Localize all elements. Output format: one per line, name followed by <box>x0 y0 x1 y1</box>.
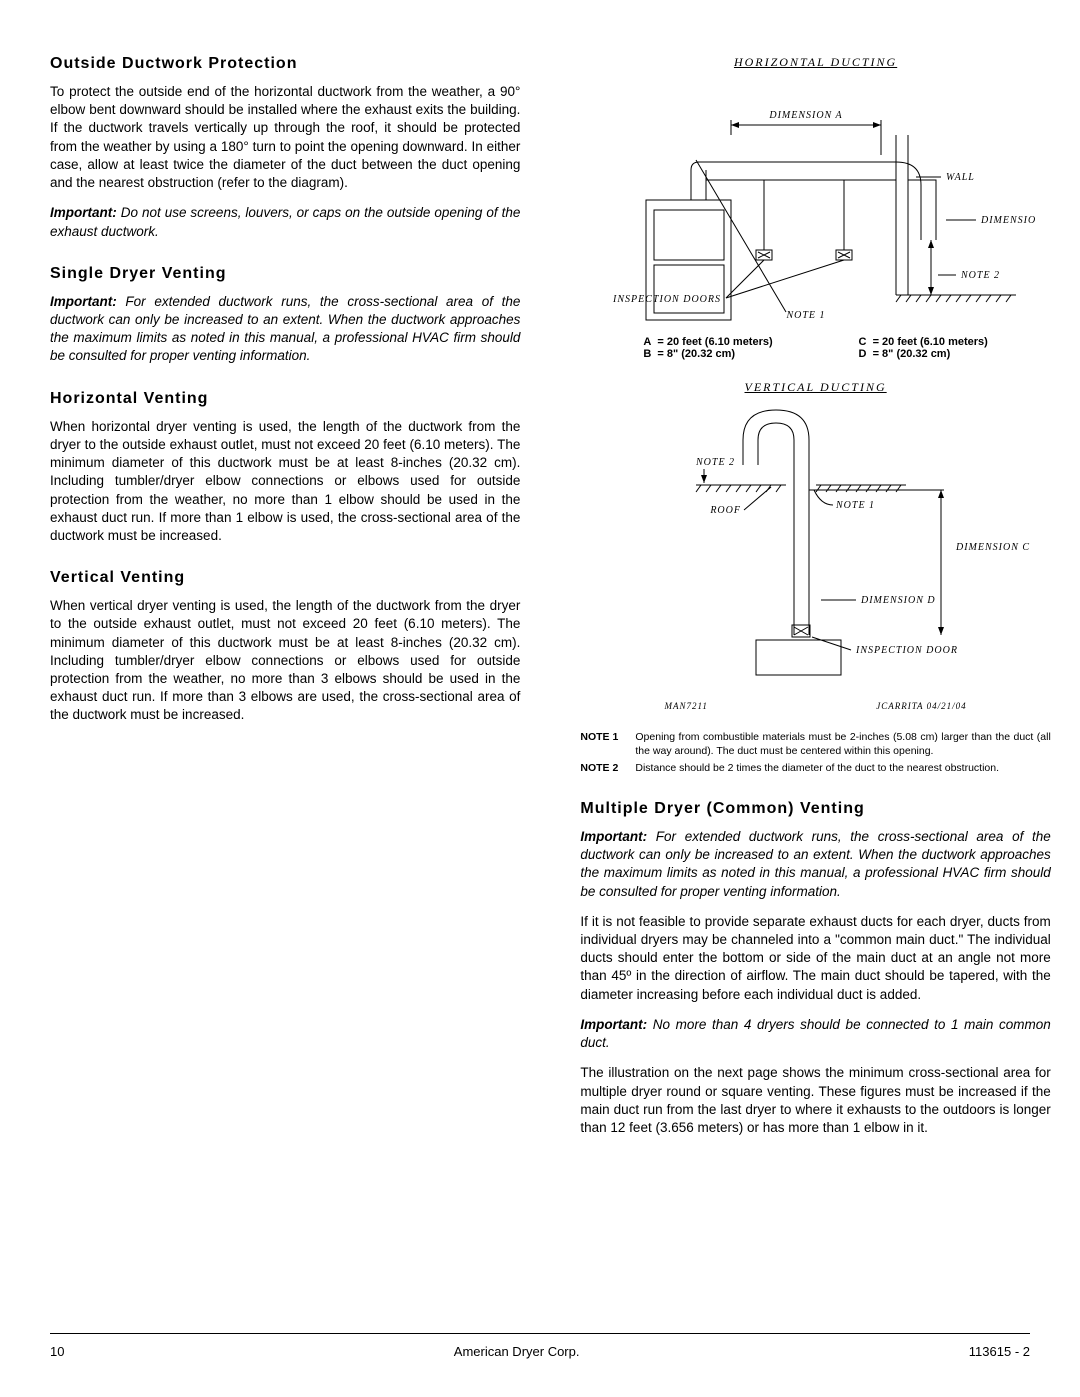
heading-multiple-dryer: Multiple Dryer (Common) Venting <box>580 800 1050 818</box>
horizontal-ducting-svg: DIMENSION A WALL DIMENSION B <box>596 80 1036 330</box>
legend-c-val: = 20 feet (6.10 meters) <box>873 336 988 348</box>
footer-company: American Dryer Corp. <box>454 1344 580 1359</box>
important-4-text: No more than 4 dryers should be connecte… <box>580 1017 1050 1050</box>
man-ref-2: JCARRITA 04/21/04 <box>876 701 966 711</box>
legend-a-val: = 20 feet (6.10 meters) <box>657 336 772 348</box>
note-1-text: Opening from combustible materials must … <box>635 731 1050 758</box>
footer-page: 10 <box>50 1344 64 1359</box>
important-1-label: Important: <box>50 205 117 220</box>
label-note2-v: NOTE 2 <box>695 457 735 468</box>
note-1: NOTE 1 Opening from combustible material… <box>580 731 1050 758</box>
important-4: Important: No more than 4 dryers should … <box>580 1016 1050 1052</box>
note-2: NOTE 2 Distance should be 2 times the di… <box>580 762 1050 776</box>
important-2-text: For extended ductwork runs, the cross-se… <box>50 294 520 364</box>
label-inspection-h: INSPECTION DOORS <box>612 294 721 305</box>
legend-d-lbl: D <box>859 348 867 360</box>
legend-c-lbl: C <box>859 336 867 348</box>
para-common-duct: If it is not feasible to provide separat… <box>580 913 1050 1004</box>
para-vertical: When vertical dryer venting is used, the… <box>50 597 520 725</box>
vertical-ducting-svg: ROOF NOTE 2 NOTE 1 <box>596 405 1036 695</box>
dimension-legend: A = 20 feet (6.10 meters) B = 8" (20.32 … <box>580 336 1050 360</box>
label-dim-c: DIMENSION C <box>955 542 1030 553</box>
diagram-horizontal: HORIZONTAL DUCTING DIMENSION A WALL <box>580 55 1050 360</box>
legend-b-lbl: B <box>643 348 651 360</box>
footer-doc: 113615 - 2 <box>969 1344 1030 1359</box>
note-2-text: Distance should be 2 times the diameter … <box>635 762 1050 776</box>
label-dim-a: DIMENSION A <box>768 110 842 121</box>
legend-b-val: = 8" (20.32 cm) <box>657 348 735 360</box>
label-note1-h: NOTE 1 <box>785 310 825 321</box>
diagram-horizontal-title: HORIZONTAL DUCTING <box>580 55 1050 70</box>
legend-d-val: = 8" (20.32 cm) <box>873 348 951 360</box>
para-horizontal: When horizontal dryer venting is used, t… <box>50 418 520 546</box>
diagram-vertical-title: VERTICAL DUCTING <box>580 380 1050 395</box>
man-ref-1: MAN7211 <box>665 701 708 711</box>
page-footer: 10 American Dryer Corp. 113615 - 2 <box>50 1333 1030 1359</box>
heading-vertical: Vertical Venting <box>50 569 520 587</box>
heading-outside-duct: Outside Ductwork Protection <box>50 55 520 73</box>
legend-a-lbl: A <box>643 336 651 348</box>
right-column: HORIZONTAL DUCTING DIMENSION A WALL <box>580 55 1050 1149</box>
important-3-label: Important: <box>580 829 647 844</box>
para-illustration: The illustration on the next page shows … <box>580 1064 1050 1137</box>
heading-single-dryer: Single Dryer Venting <box>50 265 520 283</box>
note-1-label: NOTE 1 <box>580 731 635 758</box>
important-3-text: For extended ductwork runs, the cross-se… <box>580 829 1050 899</box>
label-dim-d: DIMENSION D <box>860 595 936 606</box>
heading-horizontal: Horizontal Venting <box>50 390 520 408</box>
left-column: Outside Ductwork Protection To protect t… <box>50 55 520 1149</box>
important-2: Important: For extended ductwork runs, t… <box>50 293 520 366</box>
note-2-label: NOTE 2 <box>580 762 635 776</box>
label-roof: ROOF <box>709 505 741 516</box>
label-dim-b: DIMENSION B <box>980 215 1036 226</box>
label-inspection-v: INSPECTION DOOR <box>855 645 958 656</box>
diagram-vertical: VERTICAL DUCTING <box>580 380 1050 711</box>
label-wall: WALL <box>946 172 975 183</box>
important-4-label: Important: <box>580 1017 647 1032</box>
para-outside-duct: To protect the outside end of the horizo… <box>50 83 520 192</box>
important-1-text: Do not use screens, louvers, or caps on … <box>50 205 520 238</box>
manual-reference: MAN7211 JCARRITA 04/21/04 <box>580 701 1050 711</box>
important-3: Important: For extended ductwork runs, t… <box>580 828 1050 901</box>
label-note2-h: NOTE 2 <box>960 270 1000 281</box>
important-1: Important: Do not use screens, louvers, … <box>50 204 520 240</box>
important-2-label: Important: <box>50 294 117 309</box>
label-note1-v: NOTE 1 <box>835 500 875 511</box>
